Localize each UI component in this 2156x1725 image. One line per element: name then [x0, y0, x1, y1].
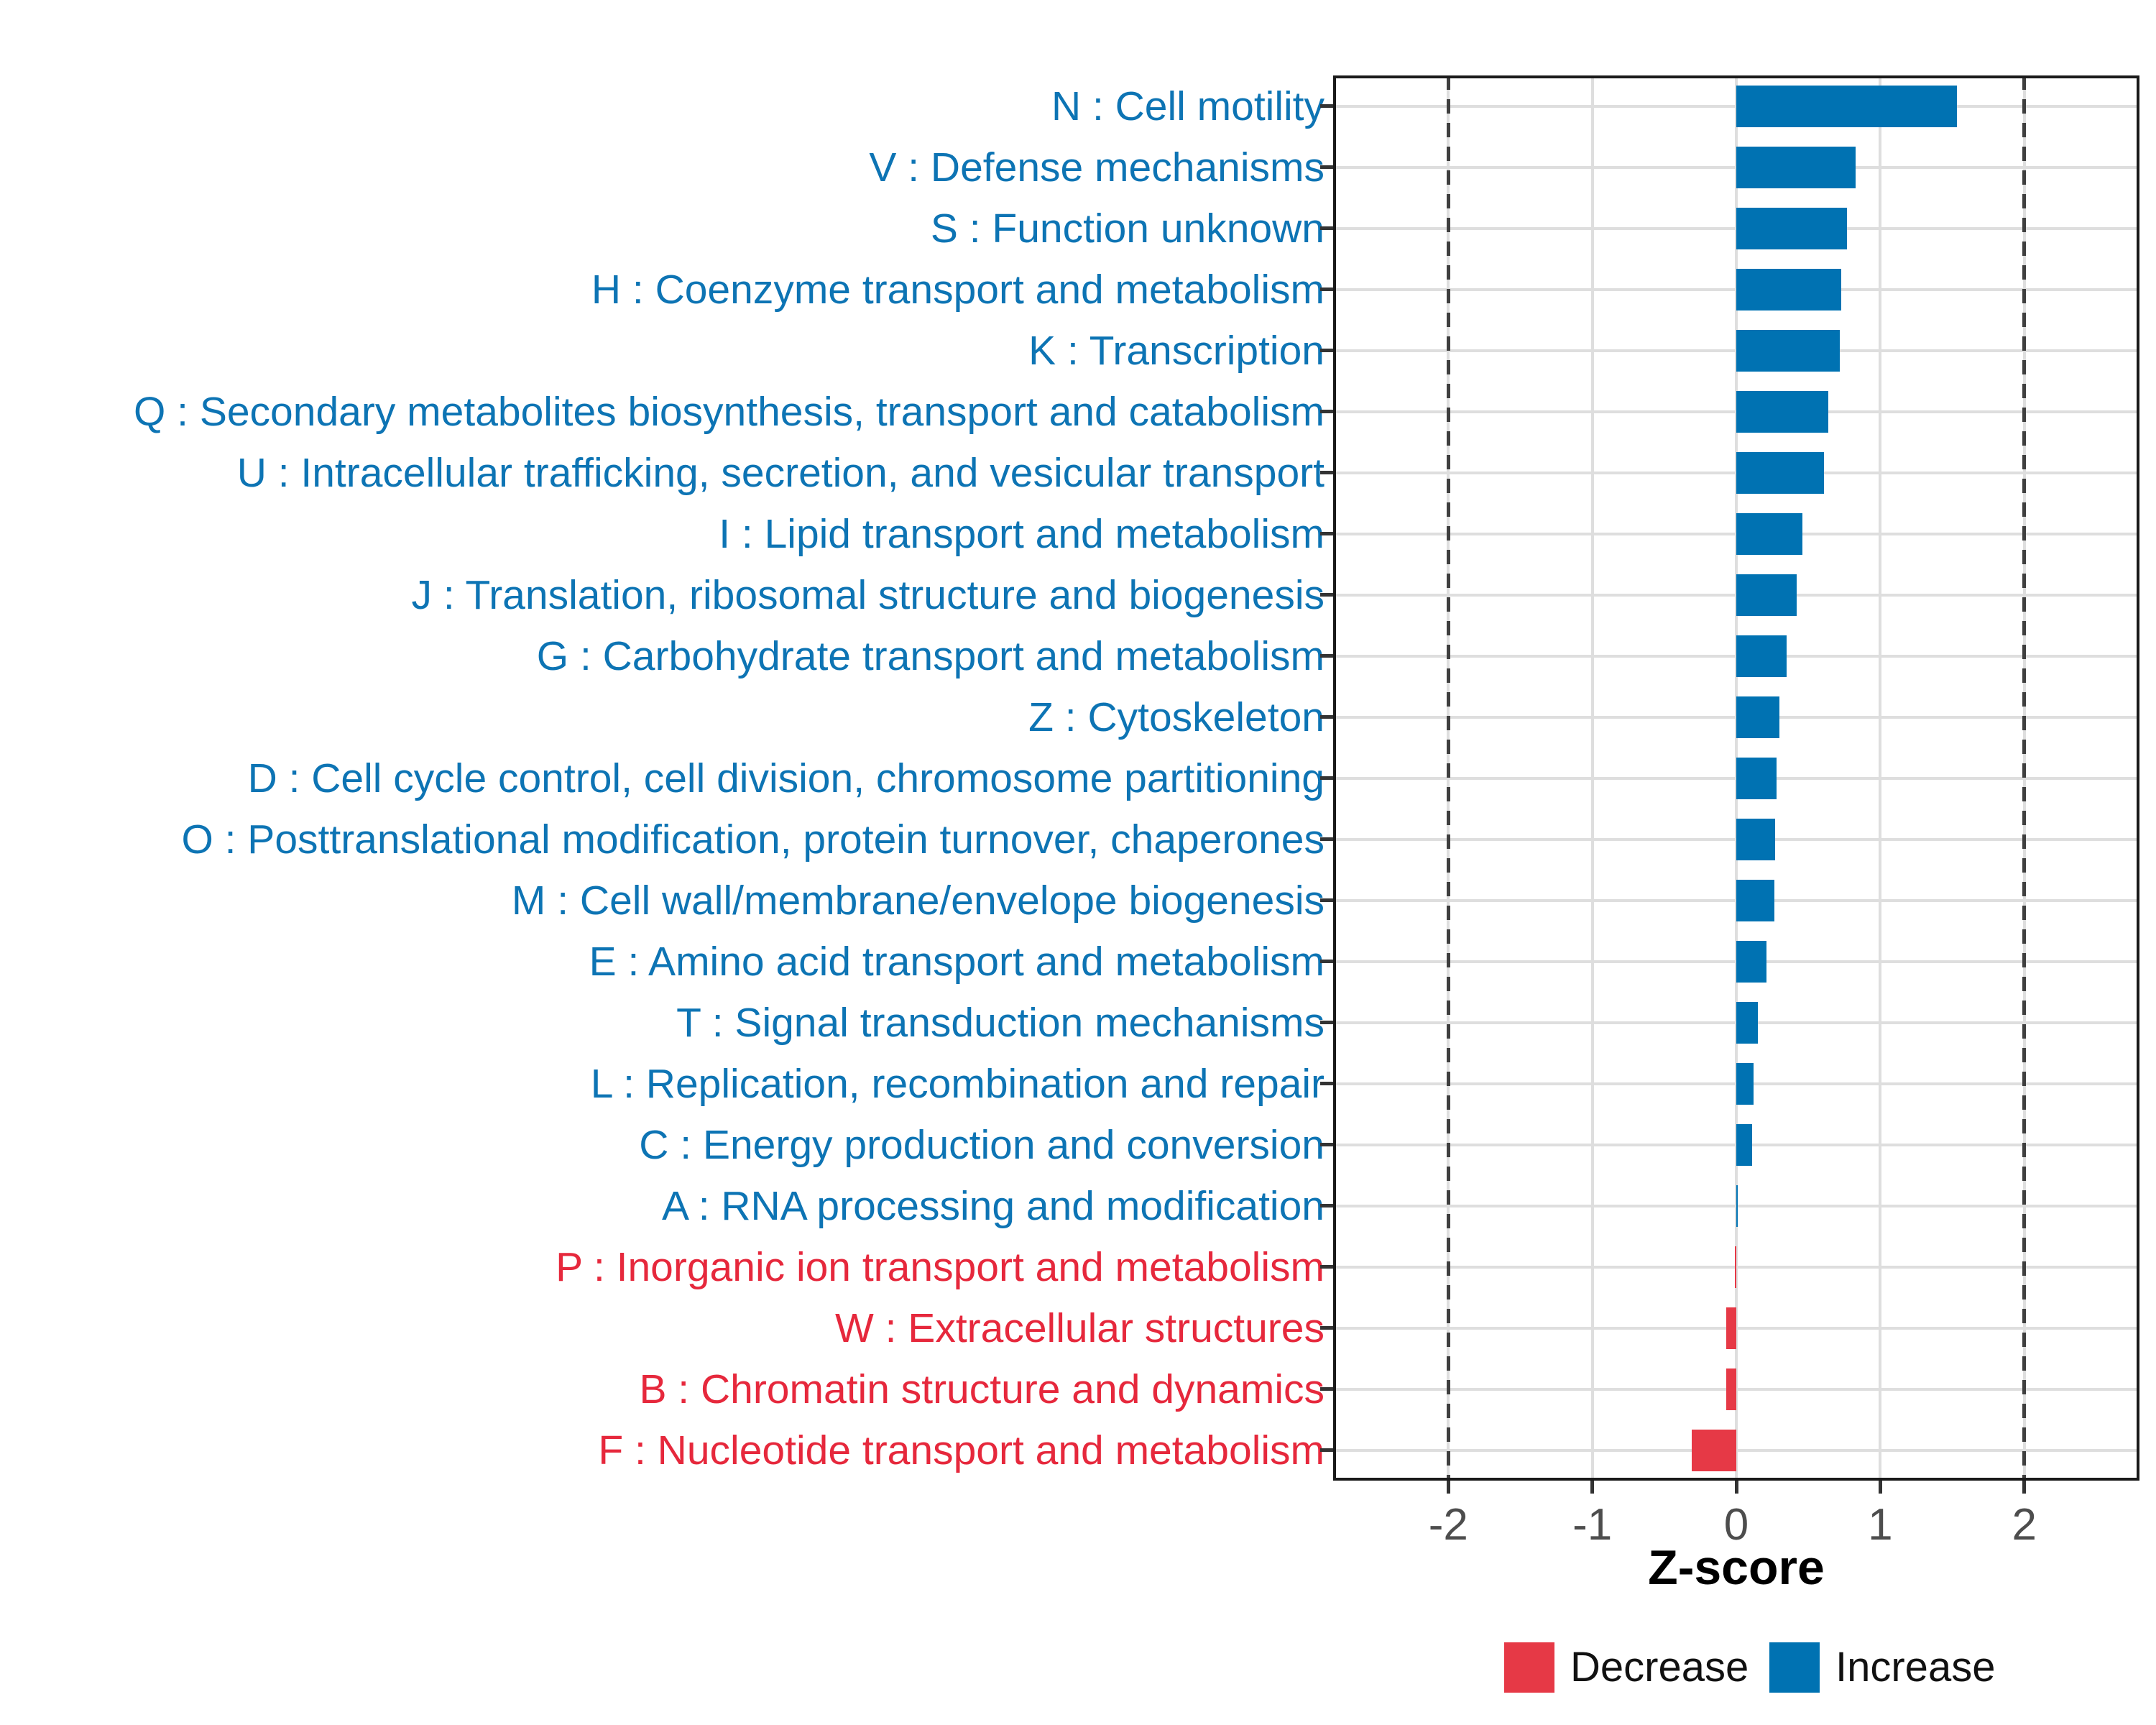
- category-label: J : Translation, ribosomal structure and…: [411, 571, 1325, 618]
- reference-line-dashed: [2022, 75, 2027, 1481]
- y-axis-tick: [1320, 593, 1333, 597]
- y-axis-tick: [1320, 165, 1333, 169]
- zscore-bar: [1736, 329, 1841, 372]
- y-axis-tick: [1320, 104, 1333, 108]
- y-axis-tick: [1320, 1143, 1333, 1146]
- x-tick-label: 2: [2012, 1500, 2037, 1550]
- category-label: A : RNA processing and modification: [662, 1182, 1325, 1229]
- x-axis-tick: [2022, 1481, 2027, 1494]
- y-axis-tick: [1320, 960, 1333, 963]
- y-axis-tick: [1320, 1326, 1333, 1330]
- category-label: V : Defense mechanisms: [869, 144, 1325, 190]
- category-label: S : Function unknown: [930, 205, 1325, 252]
- category-label: F : Nucleotide transport and metabolism: [598, 1427, 1325, 1473]
- x-axis-tick: [1734, 1481, 1738, 1494]
- legend-swatch-increase: [1769, 1642, 1820, 1693]
- zscore-bar: [1691, 1429, 1736, 1471]
- legend-label-increase: Increase: [1835, 1644, 1996, 1690]
- x-axis-title: Z-score: [1648, 1540, 1825, 1595]
- zscore-bar: [1736, 1062, 1754, 1105]
- zscore-bar: [1736, 512, 1803, 555]
- zscore-bar: [1736, 879, 1775, 921]
- y-axis-tick: [1320, 532, 1333, 535]
- category-label: U : Intracellular trafficking, secretion…: [236, 449, 1325, 496]
- x-tick-label: -2: [1428, 1500, 1468, 1550]
- reference-line-dashed: [1446, 75, 1450, 1481]
- x-tick-label: 0: [1723, 1500, 1749, 1550]
- y-axis-tick: [1320, 410, 1333, 413]
- y-axis-tick: [1320, 226, 1333, 230]
- category-label: C : Energy production and conversion: [639, 1121, 1325, 1168]
- zscore-bar: [1736, 635, 1787, 677]
- y-axis-tick: [1320, 349, 1333, 352]
- category-label: B : Chromatin structure and dynamics: [639, 1366, 1325, 1412]
- y-gridline: [1333, 1387, 2139, 1391]
- zscore-bar: [1736, 1184, 1738, 1227]
- zscore-bar: [1736, 390, 1829, 433]
- zscore-bar: [1736, 757, 1777, 799]
- category-label: H : Coenzyme transport and metabolism: [591, 266, 1325, 313]
- zscore-bar: [1736, 207, 1848, 249]
- y-gridline: [1333, 1448, 2139, 1452]
- x-axis-tick: [1878, 1481, 1882, 1494]
- y-axis-tick: [1320, 1204, 1333, 1208]
- y-axis-tick: [1320, 898, 1333, 902]
- category-label: P : Inorganic ion transport and metaboli…: [556, 1243, 1325, 1290]
- y-axis-tick: [1320, 471, 1333, 474]
- x-axis-tick: [1590, 1481, 1595, 1494]
- legend-label-decrease: Decrease: [1570, 1644, 1749, 1690]
- x-axis-tick: [1446, 1481, 1450, 1494]
- category-label: Q : Secondary metabolites biosynthesis, …: [133, 388, 1325, 435]
- y-axis-tick: [1320, 1082, 1333, 1085]
- y-axis-tick: [1320, 837, 1333, 841]
- category-label: I : Lipid transport and metabolism: [719, 510, 1325, 557]
- zscore-bar: [1736, 818, 1776, 860]
- y-axis-tick: [1320, 715, 1333, 719]
- category-label: D : Cell cycle control, cell division, c…: [247, 755, 1325, 801]
- y-axis-tick: [1320, 776, 1333, 780]
- y-axis-tick: [1320, 1265, 1333, 1269]
- category-label: O : Posttranslational modification, prot…: [181, 816, 1325, 862]
- category-label: Z : Cytoskeleton: [1028, 694, 1325, 740]
- zscore-bar: [1726, 1307, 1736, 1349]
- x-tick-label: 1: [1868, 1500, 1893, 1550]
- zscore-bar: [1734, 1246, 1736, 1288]
- y-axis-tick: [1320, 654, 1333, 658]
- category-label: T : Signal transduction mechanisms: [676, 999, 1325, 1046]
- y-gridline: [1333, 1265, 2139, 1269]
- zscore-bar: [1736, 696, 1780, 738]
- zscore-bar: [1736, 1123, 1753, 1166]
- zscore-bar: [1736, 451, 1825, 494]
- category-label: W : Extracellular structures: [835, 1305, 1325, 1351]
- zscore-bar: [1736, 146, 1856, 188]
- zscore-bar: [1736, 574, 1797, 616]
- y-axis-tick: [1320, 288, 1333, 291]
- zscore-bar: [1736, 1001, 1759, 1044]
- zscore-bar: [1736, 268, 1842, 310]
- category-label: L : Replication, recombination and repai…: [590, 1060, 1325, 1107]
- y-axis-tick: [1320, 1021, 1333, 1024]
- x-tick-label: -1: [1572, 1500, 1613, 1550]
- y-axis-tick: [1320, 1387, 1333, 1391]
- y-gridline: [1333, 1326, 2139, 1330]
- category-label: N : Cell motility: [1051, 83, 1325, 129]
- zscore-bar: [1736, 940, 1767, 983]
- category-label: E : Amino acid transport and metabolism: [589, 938, 1325, 985]
- category-label: M : Cell wall/membrane/envelope biogenes…: [511, 877, 1325, 924]
- zscore-bar: [1736, 85, 1957, 127]
- y-axis-tick: [1320, 1448, 1333, 1452]
- zscore-bar: [1726, 1368, 1736, 1410]
- legend-swatch-decrease: [1504, 1642, 1554, 1693]
- category-label: K : Transcription: [1028, 327, 1325, 374]
- category-label: G : Carbohydrate transport and metabolis…: [536, 632, 1325, 679]
